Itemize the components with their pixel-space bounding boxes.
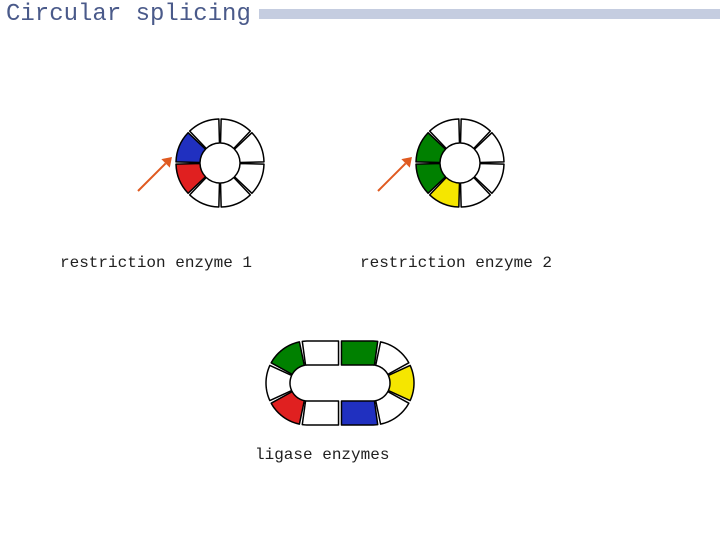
label-enzyme-1: restriction enzyme 1: [60, 254, 252, 272]
donut-ligase: [260, 335, 420, 431]
arrow-enzyme-2: [364, 129, 440, 205]
label-enzyme-2: restriction enzyme 2: [360, 254, 552, 272]
label-ligase: ligase enzymes: [255, 446, 389, 464]
arrow-enzyme-1: [124, 129, 200, 205]
title-rule: [259, 9, 720, 19]
diagram-stage: restriction enzyme 1 restriction enzyme …: [0, 28, 720, 528]
page-title: Circular splicing: [0, 1, 251, 28]
title-bar: Circular splicing: [0, 0, 720, 28]
